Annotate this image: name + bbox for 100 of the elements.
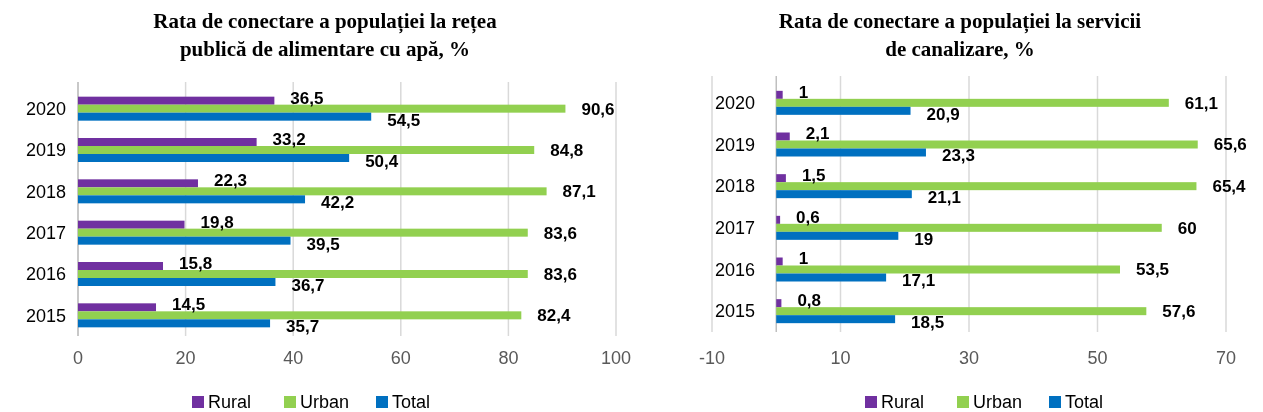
x-tick-label: 100 bbox=[600, 348, 632, 368]
x-tick-label: 60 bbox=[390, 348, 411, 368]
y-tick-label: 2016 bbox=[714, 259, 755, 280]
data-label: 21,1 bbox=[927, 188, 961, 208]
bar bbox=[776, 174, 786, 183]
chart-title: Rata de conectare a populației la servicii de canalizare, % bbox=[778, 9, 1142, 61]
data-label: 14,5 bbox=[172, 295, 206, 315]
bar bbox=[776, 299, 782, 308]
bar bbox=[78, 319, 271, 328]
bar bbox=[776, 106, 911, 115]
y-tick-label: 2018 bbox=[714, 176, 755, 197]
x-tick-label: 10 bbox=[830, 348, 851, 368]
data-label: 2,1 bbox=[805, 124, 830, 144]
x-tick-label: 0 bbox=[72, 348, 84, 368]
data-label: 19,8 bbox=[200, 212, 234, 232]
bar bbox=[776, 190, 912, 199]
data-label: 15,8 bbox=[179, 253, 213, 273]
bar bbox=[78, 187, 547, 196]
bar bbox=[78, 303, 157, 312]
x-tick-label: 50 bbox=[1087, 348, 1108, 368]
bar bbox=[78, 154, 350, 162]
data-label: 33,2 bbox=[272, 129, 306, 149]
bar bbox=[776, 182, 1197, 191]
data-label: 17,1 bbox=[902, 271, 936, 291]
data-label: 50,4 bbox=[365, 151, 399, 171]
data-label: 53,5 bbox=[1135, 260, 1170, 280]
y-tick-label: 2019 bbox=[714, 134, 755, 155]
data-label: 19 bbox=[914, 229, 934, 249]
bar bbox=[776, 140, 1198, 149]
bar bbox=[776, 307, 1147, 316]
bar bbox=[776, 265, 1120, 274]
bar bbox=[78, 262, 163, 270]
data-label: 1 bbox=[798, 82, 809, 102]
data-label: 54,5 bbox=[387, 110, 421, 130]
data-label: 61,1 bbox=[1184, 93, 1218, 113]
bar bbox=[78, 179, 198, 188]
bar bbox=[78, 96, 275, 105]
data-label: 90,6 bbox=[581, 99, 615, 119]
bar bbox=[776, 231, 899, 240]
data-label: 20,9 bbox=[926, 104, 960, 124]
y-tick-label: 2015 bbox=[25, 305, 66, 326]
data-label: 65,6 bbox=[1213, 135, 1247, 155]
legend-label: Urban bbox=[300, 392, 350, 412]
bar bbox=[776, 98, 1169, 107]
bar bbox=[78, 138, 257, 146]
y-tick-label: 2018 bbox=[25, 181, 66, 202]
bar bbox=[78, 220, 185, 229]
data-label: 1 bbox=[798, 249, 809, 269]
data-label: 18,5 bbox=[911, 313, 945, 333]
x-tick-label: 80 bbox=[498, 348, 519, 368]
data-label: 1,5 bbox=[801, 166, 826, 186]
legend-label: Total bbox=[1065, 392, 1104, 412]
data-label: 22,3 bbox=[213, 171, 248, 191]
x-tick-label: -10 bbox=[698, 348, 726, 368]
bar bbox=[78, 278, 276, 286]
data-label: 42,2 bbox=[321, 193, 355, 213]
data-label: 82,4 bbox=[537, 306, 571, 326]
legend-label: Rural bbox=[881, 392, 925, 412]
bar bbox=[78, 236, 291, 245]
data-label: 23,3 bbox=[941, 146, 976, 166]
x-tick-label: 30 bbox=[958, 348, 980, 368]
bar bbox=[776, 148, 926, 157]
bar bbox=[776, 257, 783, 266]
data-label: 83,6 bbox=[543, 223, 577, 243]
data-label: 0,6 bbox=[796, 207, 820, 227]
x-tick-label: 20 bbox=[175, 348, 196, 368]
y-tick-label: 2015 bbox=[714, 301, 755, 322]
bar bbox=[78, 195, 306, 204]
y-tick-label: 2017 bbox=[25, 222, 66, 243]
bar bbox=[78, 270, 528, 278]
bar bbox=[776, 273, 887, 282]
y-tick-label: 2017 bbox=[714, 218, 755, 239]
legend-label: Urban bbox=[973, 392, 1023, 412]
data-label: 87,1 bbox=[562, 182, 596, 202]
data-label: 84,8 bbox=[550, 140, 584, 160]
x-tick-label: 40 bbox=[283, 348, 304, 368]
data-label: 36,5 bbox=[290, 88, 324, 108]
bar bbox=[776, 215, 781, 224]
y-tick-label: 2016 bbox=[25, 264, 66, 285]
x-tick-label: 70 bbox=[1215, 348, 1237, 368]
y-tick-label: 2020 bbox=[714, 93, 755, 114]
bar bbox=[776, 90, 783, 99]
bar bbox=[776, 315, 896, 324]
data-label: 39,5 bbox=[306, 234, 340, 254]
legend-label: Total bbox=[392, 392, 431, 412]
y-tick-label: 2020 bbox=[25, 98, 66, 119]
bar bbox=[78, 311, 522, 320]
data-label: 35,7 bbox=[286, 317, 320, 337]
data-label: 60 bbox=[1177, 218, 1197, 238]
data-label: 83,6 bbox=[543, 264, 577, 284]
bar bbox=[78, 112, 372, 121]
bar bbox=[776, 132, 790, 141]
y-tick-label: 2019 bbox=[25, 140, 66, 161]
bar bbox=[78, 146, 535, 154]
data-label: 57,6 bbox=[1162, 302, 1196, 322]
data-label: 0,8 bbox=[797, 291, 822, 311]
data-label: 36,7 bbox=[291, 275, 325, 295]
data-label: 65,4 bbox=[1212, 177, 1247, 197]
legend-label: Rural bbox=[208, 392, 252, 412]
chart-title: Rata de conectare a populației la rețea publică de alimentare cu apă, % bbox=[153, 9, 498, 61]
